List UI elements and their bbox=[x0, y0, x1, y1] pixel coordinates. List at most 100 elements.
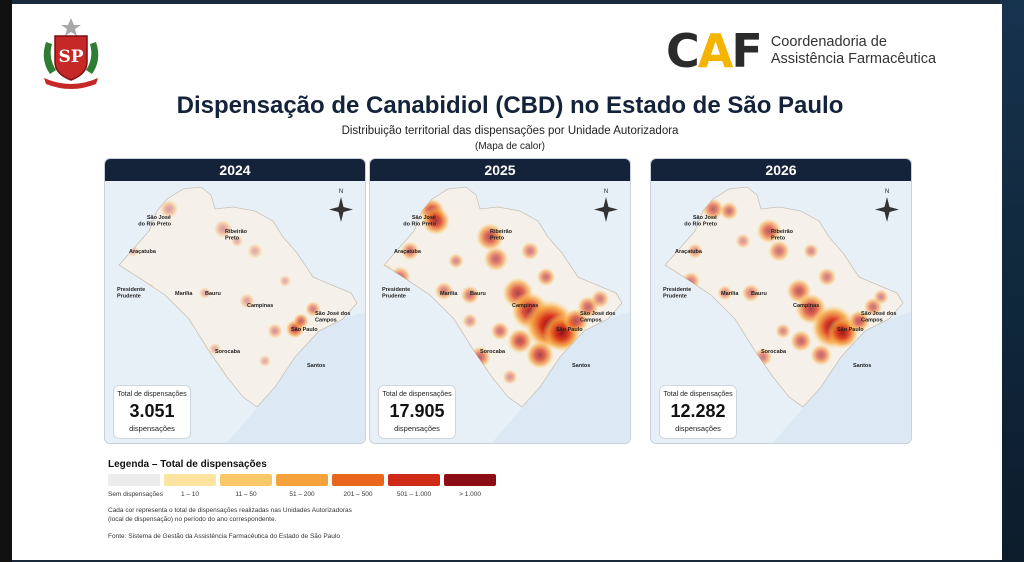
map-panel-2026: 2026 São José do Rio Preto Ribeirão Preto Ara… bbox=[650, 158, 912, 444]
city-label-line-2: Campos bbox=[861, 318, 883, 324]
heat-spot bbox=[278, 274, 292, 288]
legend: Sem dispensações 1 – 10 11 – 50 51 – 200 201… bbox=[108, 474, 496, 498]
legend-title: Legenda – Total de dispensações bbox=[108, 459, 267, 470]
city-label-line-2: do Rio Preto bbox=[684, 222, 717, 228]
total-value: 3.051 bbox=[129, 401, 175, 421]
city-label-line-2: Campos bbox=[315, 318, 337, 324]
total-label: Total de dispensações bbox=[663, 391, 733, 398]
city-label: São José dos bbox=[861, 311, 896, 317]
city-label-line-2: Prudente bbox=[117, 294, 141, 300]
city-label: Presidente bbox=[663, 287, 691, 293]
heat-spot bbox=[462, 313, 478, 329]
heat-spot bbox=[687, 243, 703, 259]
caf-subtitle: Coordenadoria de Assistência Farmacêutic… bbox=[771, 34, 936, 68]
map-panel-2024: 2024 São José do Rio Preto Ribeirão Preto Ara… bbox=[104, 158, 366, 444]
city-label-line-2: do Rio Preto bbox=[138, 222, 171, 228]
legend-swatch bbox=[388, 474, 440, 486]
heat-spot bbox=[208, 342, 222, 356]
state-outline bbox=[118, 186, 358, 408]
legend-label: > 1.000 bbox=[459, 491, 481, 498]
city-label: Santos bbox=[572, 363, 590, 369]
heat-spot bbox=[412, 313, 428, 329]
city-label: Campinas bbox=[512, 303, 538, 309]
legend-label: 11 – 50 bbox=[235, 491, 257, 498]
city-label: Campinas bbox=[247, 303, 273, 309]
heat-spot bbox=[717, 285, 733, 301]
heat-spot bbox=[490, 321, 510, 341]
total-label: Total de dispensações bbox=[117, 391, 187, 398]
legend-label: 51 – 200 bbox=[289, 491, 315, 498]
heat-spot bbox=[198, 286, 212, 300]
city-label: Sorocaba bbox=[480, 349, 506, 355]
legend-label: 1 – 10 bbox=[180, 491, 200, 498]
legend-label: 501 – 1.000 bbox=[396, 491, 432, 498]
legend-swatch bbox=[220, 474, 272, 486]
legend-label: Sem dispensações bbox=[108, 491, 163, 498]
city-label: Sorocaba bbox=[215, 349, 241, 355]
total-unit: dispensações bbox=[675, 424, 721, 433]
heat-layer bbox=[681, 197, 889, 373]
total-unit: dispensações bbox=[129, 424, 175, 433]
heat-spot bbox=[520, 241, 540, 261]
city-label-line-2: Prudente bbox=[663, 294, 687, 300]
heat-spot bbox=[590, 289, 610, 309]
panel-year-header: 2024 bbox=[105, 159, 365, 181]
svg-text:SP: SP bbox=[58, 47, 83, 67]
heat-spot bbox=[230, 234, 244, 248]
heat-layer bbox=[384, 198, 610, 385]
city-label: Presidente bbox=[382, 287, 410, 293]
heat-spot bbox=[803, 243, 819, 259]
heat-spot bbox=[247, 243, 263, 259]
north-label: N bbox=[604, 189, 608, 195]
legend-item: 201 – 500 bbox=[332, 474, 384, 498]
heat-spot bbox=[213, 219, 233, 239]
heat-spot bbox=[756, 218, 782, 244]
heat-spot bbox=[789, 329, 813, 353]
city-label-line-2: Preto bbox=[490, 236, 505, 242]
city-label: Ribeirão bbox=[771, 229, 794, 235]
heat-spot bbox=[873, 289, 889, 305]
city-label: Marília bbox=[440, 291, 458, 297]
city-label: Bauru bbox=[205, 291, 221, 297]
background-right-edge bbox=[1000, 0, 1024, 562]
city-label: Bauru bbox=[470, 291, 486, 297]
city-label: Ribeirão bbox=[225, 229, 248, 235]
background-left-edge bbox=[0, 0, 12, 562]
total-box: Total de dispensações 12.282 dispensações bbox=[659, 385, 737, 439]
total-value: 17.905 bbox=[389, 401, 445, 421]
total-box: Total de dispensações 3.051 dispensações bbox=[113, 385, 191, 439]
caf-letter-c: C bbox=[666, 24, 700, 78]
north-label: N bbox=[885, 189, 889, 195]
heat-spot bbox=[525, 340, 555, 370]
heat-spot bbox=[159, 199, 179, 219]
legend-swatch bbox=[276, 474, 328, 486]
legend-item: Sem dispensações bbox=[108, 474, 163, 498]
city-label: Presidente bbox=[117, 287, 145, 293]
caf-subtitle-line-1: Coordenadoria de bbox=[770, 34, 887, 50]
heat-spot bbox=[809, 343, 833, 367]
heat-spot bbox=[483, 246, 509, 272]
caf-letter-a: A bbox=[697, 24, 734, 78]
city-label-line-2: Preto bbox=[225, 236, 240, 242]
caf-letter-f: F bbox=[731, 24, 762, 78]
sea-area bbox=[491, 311, 630, 443]
legend-note-line-2: (local de dispensação) no período do ano… bbox=[108, 516, 277, 523]
legend-item: 51 – 200 bbox=[276, 474, 328, 498]
panel-year-header: 2026 bbox=[651, 159, 911, 181]
heat-spot bbox=[817, 267, 837, 287]
heat-spot bbox=[258, 354, 272, 368]
city-label: São José bbox=[412, 215, 436, 221]
city-label: São José bbox=[147, 215, 171, 221]
total-unit: dispensações bbox=[394, 424, 440, 433]
legend-item: 1 – 10 bbox=[164, 474, 216, 498]
city-label: Araçatuba bbox=[394, 249, 422, 255]
sp-state-seal-icon: SP bbox=[43, 18, 99, 89]
sea-area bbox=[772, 311, 911, 443]
city-label: São José dos bbox=[580, 311, 615, 317]
city-label: Marília bbox=[721, 291, 739, 297]
city-label: São José dos bbox=[315, 311, 350, 317]
heat-spot bbox=[741, 283, 761, 303]
